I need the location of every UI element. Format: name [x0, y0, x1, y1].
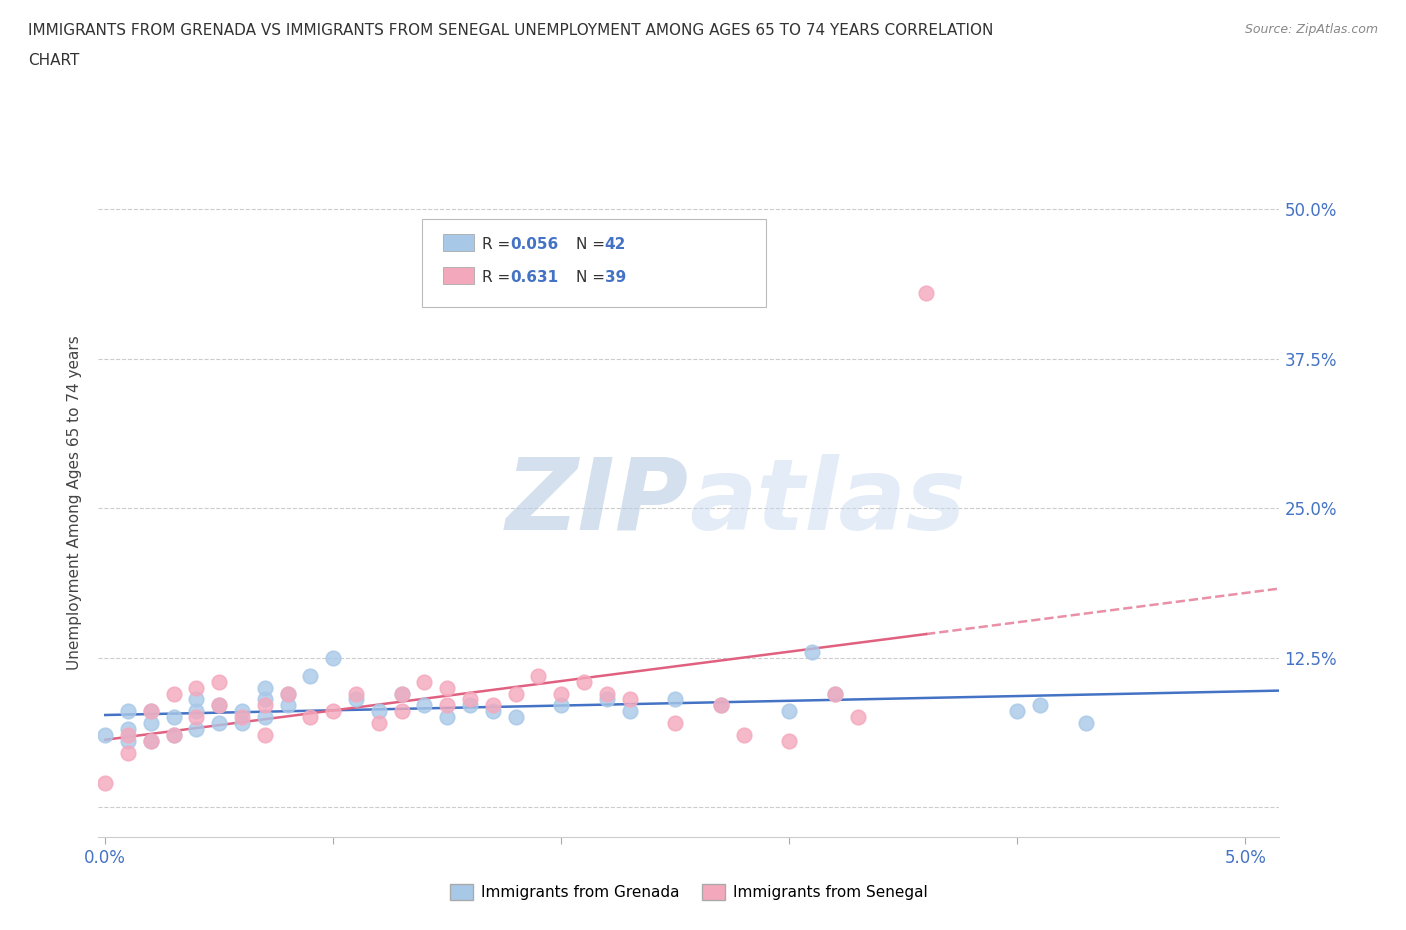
Point — [391, 686, 413, 701]
Text: 42: 42 — [605, 237, 626, 252]
Point — [231, 716, 253, 731]
Point — [527, 668, 550, 683]
Point — [163, 710, 186, 724]
Point — [664, 716, 686, 731]
Point — [186, 710, 208, 724]
Point — [253, 728, 276, 743]
Point — [277, 686, 299, 701]
Point — [344, 692, 367, 707]
Point — [367, 704, 389, 719]
Point — [299, 710, 322, 724]
Point — [253, 710, 276, 724]
Point — [619, 704, 641, 719]
Point — [139, 704, 162, 719]
Text: N =: N = — [576, 237, 610, 252]
Point — [322, 704, 344, 719]
Text: 39: 39 — [605, 270, 626, 285]
Point — [117, 734, 139, 749]
Point — [1007, 704, 1029, 719]
Text: R =: R = — [482, 270, 516, 285]
Text: IMMIGRANTS FROM GRENADA VS IMMIGRANTS FROM SENEGAL UNEMPLOYMENT AMONG AGES 65 TO: IMMIGRANTS FROM GRENADA VS IMMIGRANTS FR… — [28, 23, 994, 38]
Legend: Immigrants from Grenada, Immigrants from Senegal: Immigrants from Grenada, Immigrants from… — [444, 878, 934, 907]
Point — [550, 686, 572, 701]
Point — [778, 734, 800, 749]
Point — [208, 716, 231, 731]
Point — [572, 674, 595, 689]
Point — [391, 686, 413, 701]
Point — [186, 704, 208, 719]
Point — [367, 716, 389, 731]
Point — [824, 686, 846, 701]
Point — [1029, 698, 1052, 713]
Point — [299, 668, 322, 683]
Point — [277, 686, 299, 701]
Point — [322, 650, 344, 665]
Point — [208, 698, 231, 713]
Point — [117, 746, 139, 761]
Point — [596, 686, 619, 701]
Point — [139, 734, 162, 749]
Text: 0.056: 0.056 — [510, 237, 558, 252]
Point — [436, 710, 458, 724]
Point — [664, 692, 686, 707]
Point — [413, 698, 436, 713]
Point — [117, 722, 139, 737]
Point — [186, 722, 208, 737]
Point — [482, 704, 505, 719]
Point — [253, 692, 276, 707]
Point — [619, 692, 641, 707]
Point — [163, 728, 186, 743]
Point — [505, 686, 527, 701]
Point — [186, 692, 208, 707]
Point — [824, 686, 846, 701]
Text: Source: ZipAtlas.com: Source: ZipAtlas.com — [1244, 23, 1378, 36]
Point — [458, 692, 481, 707]
Point — [482, 698, 505, 713]
Point — [505, 710, 527, 724]
Point — [550, 698, 572, 713]
Point — [208, 674, 231, 689]
Point — [94, 728, 117, 743]
Point — [846, 710, 869, 724]
Point — [231, 710, 253, 724]
Text: N =: N = — [576, 270, 610, 285]
Point — [186, 680, 208, 695]
Point — [253, 680, 276, 695]
Text: CHART: CHART — [28, 53, 80, 68]
Text: atlas: atlas — [689, 454, 966, 551]
Point — [94, 776, 117, 790]
Point — [253, 698, 276, 713]
Point — [436, 698, 458, 713]
Point — [277, 698, 299, 713]
Point — [139, 704, 162, 719]
Point — [413, 674, 436, 689]
Point — [231, 704, 253, 719]
Point — [1074, 716, 1097, 731]
Point — [458, 698, 481, 713]
Text: 0.631: 0.631 — [510, 270, 558, 285]
Text: ZIP: ZIP — [506, 454, 689, 551]
Point — [391, 704, 413, 719]
Point — [208, 698, 231, 713]
Point — [436, 680, 458, 695]
Point — [915, 286, 938, 300]
Point — [117, 728, 139, 743]
Point — [139, 716, 162, 731]
Point — [163, 728, 186, 743]
Point — [163, 686, 186, 701]
Point — [596, 692, 619, 707]
Point — [801, 644, 824, 659]
Point — [139, 734, 162, 749]
Text: R =: R = — [482, 237, 516, 252]
Point — [733, 728, 755, 743]
Point — [344, 686, 367, 701]
Point — [710, 698, 733, 713]
Point — [117, 704, 139, 719]
Point — [710, 698, 733, 713]
Y-axis label: Unemployment Among Ages 65 to 74 years: Unemployment Among Ages 65 to 74 years — [67, 335, 83, 670]
Point — [778, 704, 800, 719]
